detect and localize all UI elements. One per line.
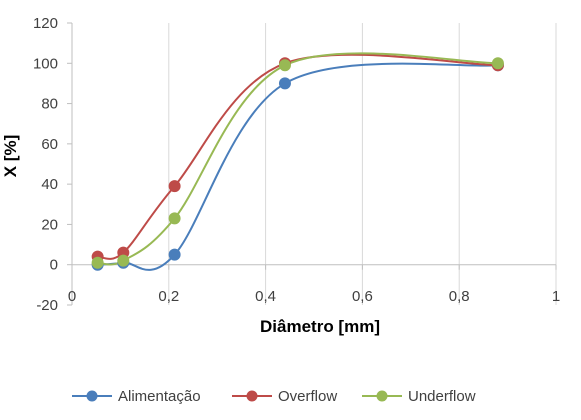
series <box>91 52 504 271</box>
data-point <box>278 59 291 72</box>
x-tick-label: 0,2 <box>158 288 179 305</box>
y-tick-label: 60 <box>41 136 58 153</box>
y-tick-label: 0 <box>50 257 58 274</box>
series-line <box>97 52 498 266</box>
series-line <box>97 62 499 271</box>
grid <box>168 23 557 305</box>
legend-label: Underflow <box>408 388 476 405</box>
tick-labels: -20 0 20 40 60 80 100 120 0 0,2 0,4 0,6 0,8 1 <box>33 15 560 314</box>
data-point <box>168 212 181 225</box>
axes <box>67 22 557 306</box>
y-tick-label: 100 <box>33 55 58 72</box>
data-point <box>91 256 104 269</box>
x-tick-label: 1 <box>552 288 560 305</box>
y-axis-title: X [%] <box>1 135 20 178</box>
data-point <box>278 77 291 90</box>
y-tick-label: -20 <box>36 297 58 314</box>
legend: Alimentação Overflow Underflow <box>72 388 476 405</box>
x-tick-label: 0,6 <box>352 288 373 305</box>
legend-item: Overflow <box>232 388 337 405</box>
y-tick-label: 20 <box>41 216 58 233</box>
x-axis-title: Diâmetro [mm] <box>260 317 380 336</box>
data-point <box>491 57 504 70</box>
x-tick-label: 0 <box>68 288 76 305</box>
y-tick-label: 120 <box>33 15 58 32</box>
legend-marker <box>86 390 98 402</box>
series-line <box>97 53 498 260</box>
data-point <box>117 254 130 267</box>
legend-label: Overflow <box>278 388 337 405</box>
y-tick-label: 80 <box>41 96 58 113</box>
x-tick-label: 0,8 <box>449 288 470 305</box>
data-point <box>168 180 181 193</box>
data-point <box>168 248 181 261</box>
x-tick-label: 0,4 <box>255 288 276 305</box>
y-tick-label: 40 <box>41 176 58 193</box>
legend-item: Alimentação <box>72 388 201 405</box>
legend-label: Alimentação <box>118 388 201 405</box>
legend-marker <box>246 390 258 402</box>
legend-item: Underflow <box>362 388 476 405</box>
legend-marker <box>376 390 388 402</box>
